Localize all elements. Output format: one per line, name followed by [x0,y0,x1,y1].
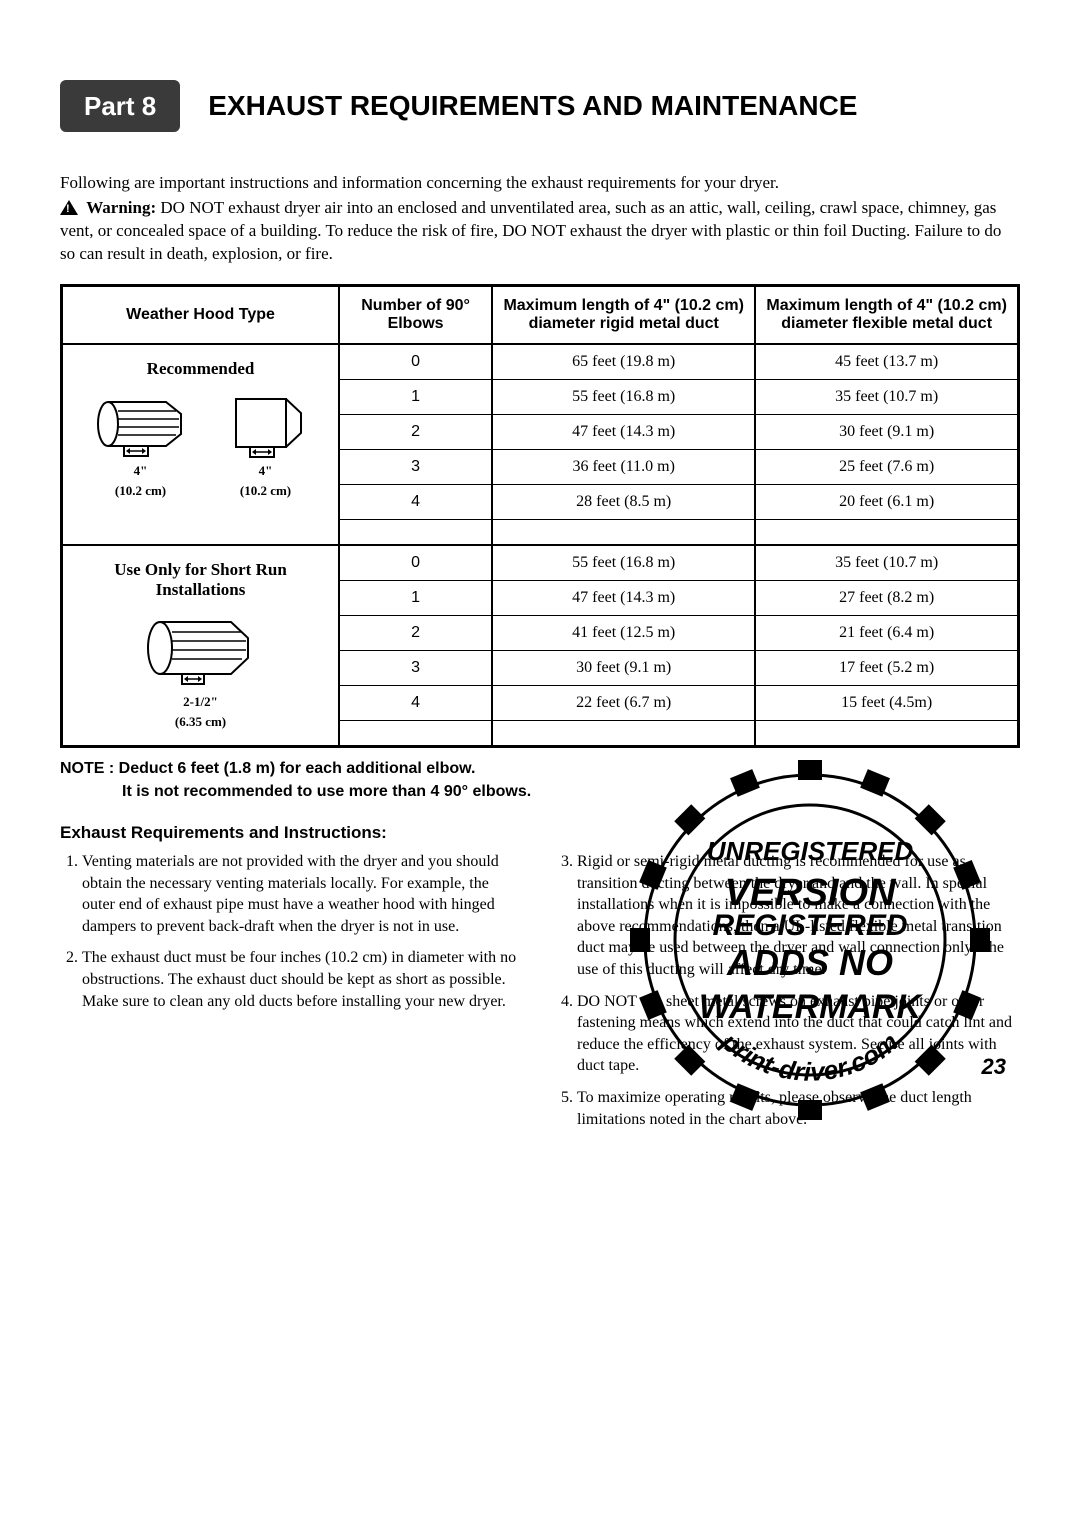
intro-line1: Following are important instructions and… [60,172,1020,195]
table-row: Recommended [62,344,1019,380]
cell-flex: 35 feet (10.7 m) [755,379,1018,414]
cell-rigid: 22 feet (6.7 m) [492,686,755,721]
cell-rigid: 36 feet (11.0 m) [492,449,755,484]
cell-elbows: 3 [339,449,492,484]
cell-rigid: 30 feet (9.1 m) [492,651,755,686]
cell-elbows: 1 [339,581,492,616]
warning-icon [60,200,78,215]
page: Part 8 EXHAUST REQUIREMENTS AND MAINTENA… [60,80,1020,1140]
cell-rigid: 65 feet (19.8 m) [492,344,755,380]
cell-elbows: 4 [339,484,492,519]
list-item: To maximize operating results, please ob… [577,1087,1020,1130]
hood-metric-right: (10.2 cm) [240,483,291,499]
cell-flex: 35 feet (10.7 m) [755,545,1018,581]
col-hood: Weather Hood Type [62,285,340,344]
list-item: DO NOT use sheet metal screws on exhaust… [577,991,1020,1077]
cell-flex: 21 feet (6.4 m) [755,616,1018,651]
hood-metric-short: (6.35 cm) [175,714,226,730]
cell-elbows: 0 [339,545,492,581]
hood-cell-recommended: Recommended [62,344,340,546]
cell-rigid: 55 feet (16.8 m) [492,379,755,414]
instructions-left: Venting materials are not provided with … [60,851,525,1140]
cell-flex: 27 feet (8.2 m) [755,581,1018,616]
group1-title: Recommended [73,359,328,379]
page-number: 23 [982,1054,1006,1080]
hood-figure-recommended: 4" (10.2 cm) 4 [73,389,328,499]
warning-paragraph: Warning: DO NOT exhaust dryer air into a… [60,197,1020,266]
hood-diagram-short: 2-1/2" (6.35 cm) [146,610,256,730]
hood-diagram-right: 4" (10.2 cm) [226,389,306,499]
cell-rigid: 47 feet (14.3 m) [492,414,755,449]
list-item: Rigid or semi-rigid metal ducting is rec… [577,851,1020,981]
cell-flex: 25 feet (7.6 m) [755,449,1018,484]
cell-rigid: 28 feet (8.5 m) [492,484,755,519]
note-block: NOTE : Deduct 6 feet (1.8 m) for each ad… [60,758,1020,803]
hood-size-short: 2-1/2" [183,694,218,710]
cell-flex: 17 feet (5.2 m) [755,651,1018,686]
group2-title: Use Only for Short Run Installations [73,560,328,600]
cell-elbows: 2 [339,616,492,651]
note-line2: It is not recommended to use more than 4… [60,781,1020,803]
cell-elbows: 3 [339,651,492,686]
hood-size-right: 4" [259,463,273,479]
instructions-right: Rigid or semi-rigid metal ducting is rec… [555,851,1020,1140]
hood-metric-left: (10.2 cm) [115,483,166,499]
instructions-columns: Venting materials are not provided with … [60,851,1020,1140]
note-line1: NOTE : Deduct 6 feet (1.8 m) for each ad… [60,758,1020,780]
warning-text: DO NOT exhaust dryer air into an enclose… [60,198,1001,263]
duct-length-table: Weather Hood Type Number of 90° Elbows M… [60,284,1020,749]
hood-diagram-left: 4" (10.2 cm) [96,389,186,499]
section-title: EXHAUST REQUIREMENTS AND MAINTENANCE [180,80,857,132]
cell-rigid: 47 feet (14.3 m) [492,581,755,616]
cell-rigid: 55 feet (16.8 m) [492,545,755,581]
col-elbows: Number of 90° Elbows [339,285,492,344]
cell-elbows: 0 [339,344,492,380]
hood-icon [96,389,186,459]
cell-elbows: 1 [339,379,492,414]
hood-size-left: 4" [134,463,148,479]
cell-flex: 20 feet (6.1 m) [755,484,1018,519]
col-rigid: Maximum length of 4" (10.2 cm) diameter … [492,285,755,344]
hood-figure-shortrun: 2-1/2" (6.35 cm) [73,610,328,730]
intro-text: Following are important instructions and… [60,172,1020,266]
hood-icon [146,610,256,690]
warning-label: Warning: [86,198,156,217]
header: Part 8 EXHAUST REQUIREMENTS AND MAINTENA… [60,80,1020,132]
table-header-row: Weather Hood Type Number of 90° Elbows M… [62,285,1019,344]
cell-flex: 45 feet (13.7 m) [755,344,1018,380]
hood-icon [226,389,306,459]
table-row: Use Only for Short Run Installations [62,545,1019,581]
cell-flex: 30 feet (9.1 m) [755,414,1018,449]
hood-cell-shortrun: Use Only for Short Run Installations [62,545,340,747]
list-item: Venting materials are not provided with … [82,851,525,937]
instructions-heading: Exhaust Requirements and Instructions: [60,823,1020,843]
list-item: The exhaust duct must be four inches (10… [82,947,525,1012]
cell-elbows: 4 [339,686,492,721]
part-badge: Part 8 [60,80,180,132]
cell-flex: 15 feet (4.5m) [755,686,1018,721]
cell-rigid: 41 feet (12.5 m) [492,616,755,651]
col-flex: Maximum length of 4" (10.2 cm) diameter … [755,285,1018,344]
cell-elbows: 2 [339,414,492,449]
